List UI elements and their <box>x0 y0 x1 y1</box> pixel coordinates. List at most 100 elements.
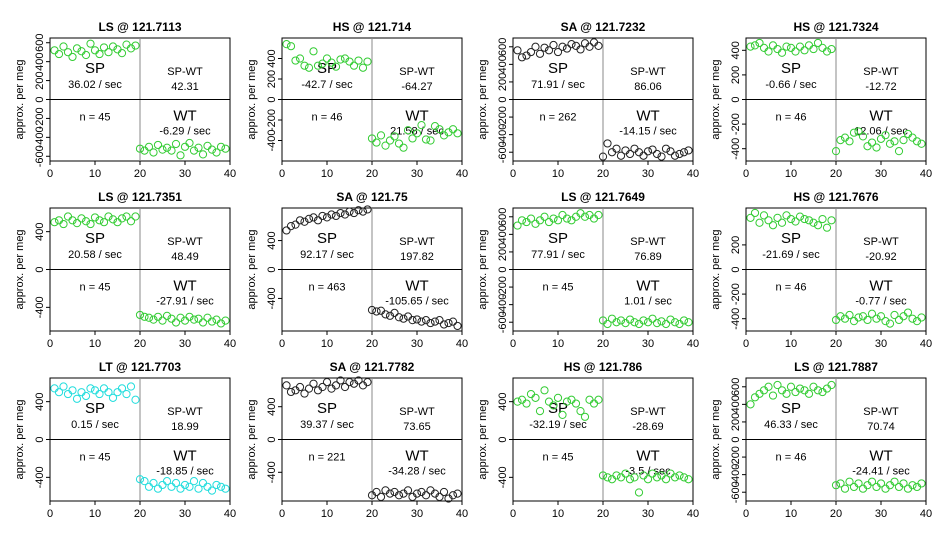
wt-point <box>894 315 904 325</box>
sp-point <box>295 54 305 63</box>
sp-point <box>822 47 832 56</box>
sp-point <box>54 388 64 397</box>
spwt-label: SP-WT <box>167 66 203 78</box>
y-tick-label: 0 <box>34 436 46 442</box>
wt-point <box>385 489 395 498</box>
sp-point <box>126 44 136 53</box>
wt-point <box>630 318 639 327</box>
sp-point <box>327 58 336 67</box>
sp-label: SP <box>317 400 337 417</box>
wt-point <box>836 479 845 488</box>
wt-point <box>661 144 671 153</box>
wt-point <box>435 492 444 501</box>
wt-point <box>390 308 399 318</box>
wt-point <box>863 315 872 325</box>
x-tick-label: 40 <box>920 168 932 180</box>
y-tick-label: -600 <box>497 141 509 163</box>
x-tick-label: 20 <box>830 168 842 180</box>
wt-point <box>412 489 422 498</box>
wt-point <box>630 473 639 482</box>
n-count: n = 221 <box>308 451 345 463</box>
sp-rate: 46.33 / sec <box>764 419 818 431</box>
y-tick-label: -400 <box>497 124 509 146</box>
wt-point <box>408 316 417 325</box>
x-tick-label: 40 <box>920 508 932 520</box>
wt-point <box>639 316 648 325</box>
wt-point <box>194 143 203 152</box>
wt-point <box>908 133 917 142</box>
x-tick-label: 20 <box>366 168 378 180</box>
sp-point <box>750 41 760 50</box>
panel-11: HS @ 121.786 400 0 -400 0 10 20 30 40 approx. per… <box>477 360 699 520</box>
wt-point <box>666 147 675 156</box>
wt-point <box>657 317 666 326</box>
spwt-value: 86.06 <box>634 81 662 93</box>
wt-label: WT <box>869 107 892 124</box>
sp-point <box>131 41 140 50</box>
sp-point <box>580 412 590 421</box>
y-tick-label: -200 <box>497 106 509 128</box>
y-tick-label: 0 <box>497 96 509 102</box>
wt-point <box>135 144 145 153</box>
wt-rate: 1.01 / sec <box>624 295 672 307</box>
x-tick-label: 20 <box>597 168 609 180</box>
wt-point <box>648 314 657 323</box>
sp-point <box>755 38 764 48</box>
panel-title: HS @ 121.7676 <box>793 190 878 204</box>
spwt-value: -12.72 <box>865 81 896 93</box>
sp-point <box>526 47 536 57</box>
sp-point <box>282 40 291 49</box>
spwt-label: SP-WT <box>167 236 203 248</box>
x-tick-label: 30 <box>875 338 887 350</box>
wt-point <box>661 319 671 329</box>
sp-rate: 92.17 / sec <box>300 249 354 261</box>
x-tick-label: 0 <box>47 338 53 350</box>
sp-point <box>804 389 814 398</box>
spwt-value: 73.65 <box>403 421 431 433</box>
sp-point <box>318 382 327 392</box>
wt-label: WT <box>636 447 659 464</box>
sp-rate: -42.7 / sec <box>301 79 353 91</box>
x-tick-label: 0 <box>510 508 516 520</box>
sp-point <box>777 48 787 57</box>
y-tick-label: 400 <box>730 41 742 59</box>
sp-point <box>513 46 522 55</box>
y-axis-label: approx. per meg <box>477 399 489 479</box>
n-count: n = 45 <box>543 451 574 463</box>
panel-9: LT @ 121.7703 400 0 -400 0 10 20 30 40 approx. pe… <box>14 360 236 520</box>
n-count: n = 46 <box>776 281 807 293</box>
sp-point <box>86 39 95 48</box>
wt-point <box>684 318 693 327</box>
wt-rate: -6.29 / sec <box>159 125 211 137</box>
wt-label: WT <box>869 447 892 464</box>
y-tick-label: 600 <box>497 38 509 56</box>
sp-point <box>104 48 113 57</box>
sp-point <box>331 211 341 221</box>
y-tick-label: 400 <box>34 52 46 70</box>
y-tick-label: 400 <box>266 49 278 67</box>
wt-point <box>648 145 657 154</box>
wt-point <box>603 139 612 148</box>
y-tick-label: 0 <box>497 266 509 272</box>
panel-title: LS @ 121.7113 <box>98 20 181 34</box>
wt-point <box>854 313 863 322</box>
sp-point <box>345 378 354 387</box>
wt-point <box>426 318 435 328</box>
x-tick-label: 10 <box>321 168 333 180</box>
y-tick-label: 400 <box>497 55 509 73</box>
wt-point <box>598 152 608 161</box>
wt-point <box>421 316 431 325</box>
y-tick-label: -400 <box>266 129 278 151</box>
sp-point <box>282 381 291 390</box>
wt-point <box>140 477 149 486</box>
sp-point <box>513 397 522 406</box>
wt-point <box>625 315 635 324</box>
x-tick-label: 40 <box>224 168 236 180</box>
wt-point <box>439 487 449 497</box>
wt-point <box>185 482 194 491</box>
y-tick-label: -200 <box>730 283 742 305</box>
